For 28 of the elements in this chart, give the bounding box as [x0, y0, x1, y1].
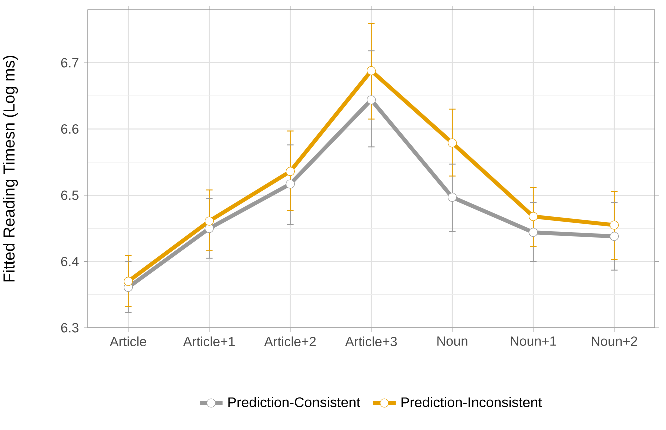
point — [124, 277, 134, 286]
x-tick-label: Noun+1 — [511, 336, 556, 346]
x-tick-label: Article+1 — [183, 336, 235, 346]
point — [528, 212, 538, 222]
point — [204, 216, 214, 226]
y-tick-label: 6.6 — [61, 124, 79, 134]
x-tick-label: Noun+2 — [592, 336, 638, 346]
point — [366, 96, 376, 105]
y-tick-label: 6.5 — [61, 190, 79, 200]
y-tick-label: 6.4 — [61, 257, 79, 266]
y-axis-title: Fitted Reading Timesn (Log ms) — [3, 56, 18, 282]
y-tick-label: 6.3 — [61, 323, 79, 333]
y-tick-label: 6.7 — [61, 58, 79, 68]
x-tick-label: Article+2 — [264, 336, 316, 346]
point — [448, 138, 458, 148]
point — [528, 228, 538, 238]
point — [610, 220, 620, 230]
x-tick-label: Noun — [438, 336, 468, 346]
point — [286, 167, 296, 176]
x-tick-label: Article — [110, 336, 146, 346]
point — [610, 232, 620, 242]
point — [204, 224, 214, 234]
x-tick-label: Article+3 — [345, 336, 398, 346]
point — [448, 192, 458, 202]
point — [366, 66, 376, 76]
legend-label: Prediction-Inconsistent — [402, 397, 542, 408]
legend-label: Prediction-Consistent — [228, 397, 360, 408]
point — [286, 180, 296, 189]
